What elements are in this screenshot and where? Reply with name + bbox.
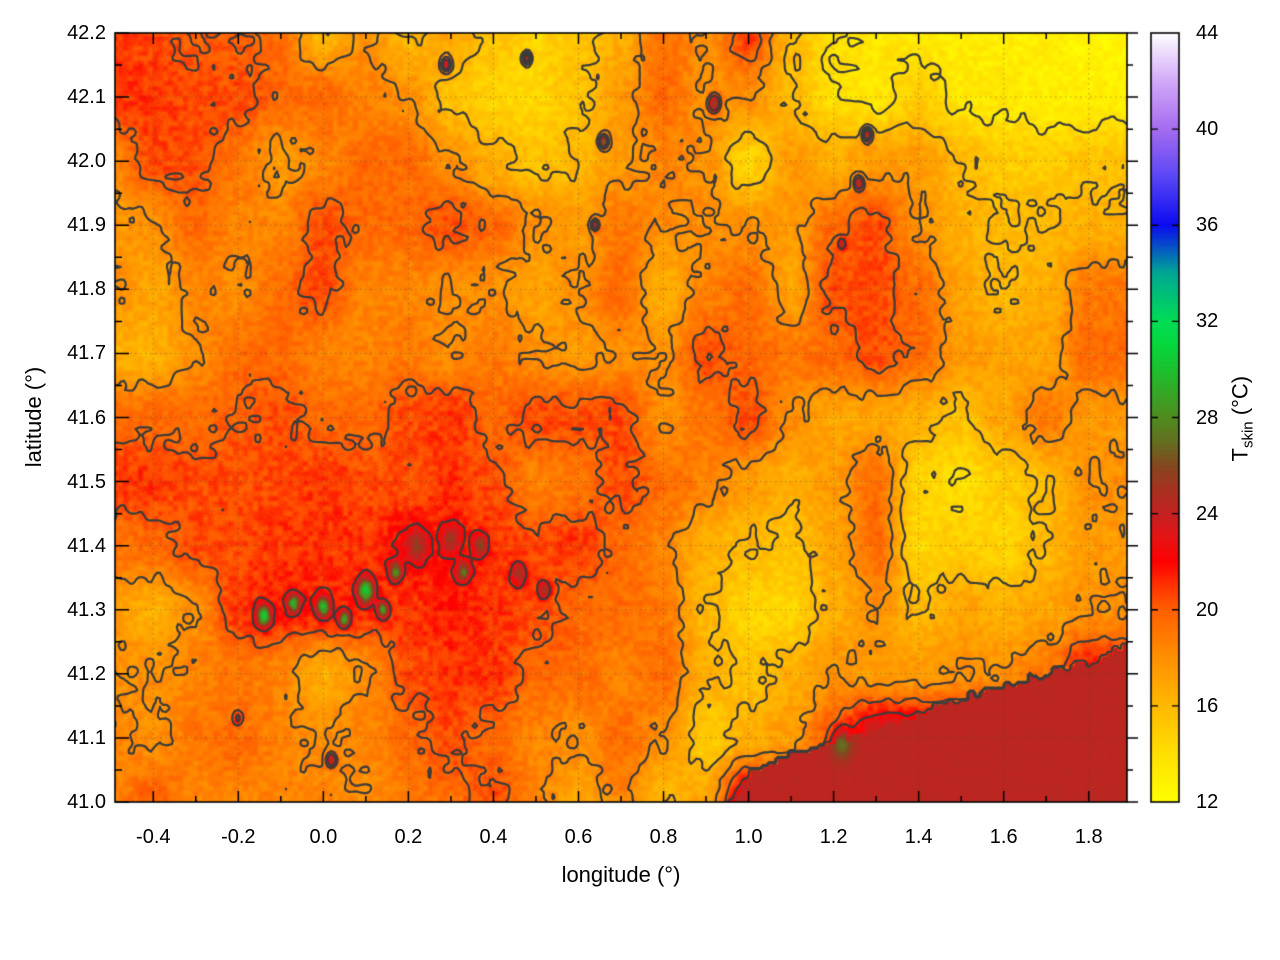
colorbar-title: Tskin (°C): [1227, 269, 1256, 569]
y-axis-label: latitude (°): [21, 366, 46, 468]
y-tick-label: 41.6: [67, 406, 106, 429]
y-tick-label: 41.5: [67, 470, 106, 493]
x-tick-label: 1.4: [904, 826, 933, 848]
x-tick-label: 0.6: [564, 826, 593, 848]
y-tick-label: 41.8: [67, 278, 106, 301]
y-tick-label: 41.4: [67, 534, 106, 557]
colorbar-tick-label: 44: [1196, 22, 1219, 44]
x-tick-label: 0.4: [479, 826, 508, 848]
y-tick-label: 41.9: [67, 214, 106, 237]
colorbar-tick-label: 16: [1196, 694, 1219, 717]
colorbar-tick-label: 40: [1196, 118, 1219, 141]
x-tick-label: 1.0: [734, 826, 763, 848]
x-tick-label: -0.2: [221, 826, 256, 848]
y-tick-label: 41.0: [67, 791, 106, 813]
colorbar-tick-label: 20: [1196, 598, 1219, 621]
y-tick-label: 42.1: [67, 86, 106, 109]
x-tick-label: 1.2: [819, 826, 848, 848]
x-tick-label: 0.0: [309, 826, 338, 848]
x-tick-label: 0.2: [394, 826, 423, 848]
y-tick-label: 42.0: [67, 150, 106, 173]
x-tick-label: 0.8: [649, 826, 678, 848]
colorbar-tick-label: 36: [1196, 214, 1219, 237]
x-tick-label: -0.4: [136, 826, 171, 848]
y-tick-label: 41.2: [67, 662, 106, 685]
x-tick-label: 1.8: [1074, 826, 1103, 848]
colorbar-tick-label: 28: [1196, 406, 1219, 429]
x-axis-label: longitude (°): [561, 862, 681, 887]
x-tick-label: 1.6: [989, 826, 1018, 848]
colorbar-title-unit: (°C): [1227, 375, 1253, 422]
colorbar-tick-label: 24: [1196, 502, 1219, 525]
colorbar-title-symbol: T: [1227, 448, 1253, 462]
y-tick-label: 41.1: [67, 726, 106, 749]
colorbar-tick-label: 12: [1196, 791, 1219, 813]
y-tick-label: 42.2: [67, 22, 106, 44]
y-tick-label: 41.7: [67, 342, 106, 365]
y-tick-label: 41.3: [67, 598, 106, 621]
colorbar-title-subscript: skin: [1239, 421, 1257, 449]
colorbar-tick-label: 32: [1196, 310, 1219, 333]
